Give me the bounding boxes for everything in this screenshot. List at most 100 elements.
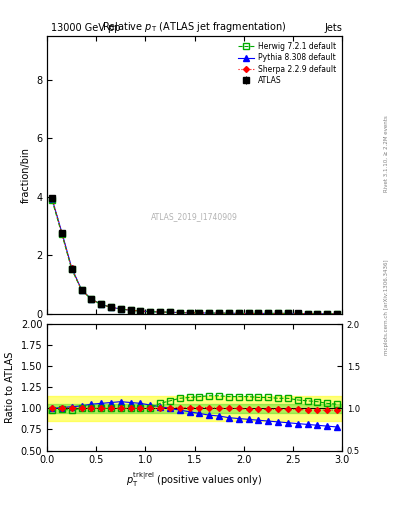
Pythia 8.308 default bbox=[119, 306, 123, 312]
Pythia 8.308 default bbox=[50, 196, 54, 202]
Herwig 7.2.1 default bbox=[305, 311, 310, 317]
Sherpa 2.2.9 default bbox=[276, 310, 281, 316]
Pythia 8.308 default bbox=[266, 310, 270, 316]
Herwig 7.2.1 default bbox=[335, 311, 340, 317]
Pythia 8.308 default bbox=[108, 304, 114, 310]
Sherpa 2.2.9 default bbox=[315, 311, 320, 317]
Sherpa 2.2.9 default bbox=[108, 304, 114, 310]
Pythia 8.308 default bbox=[207, 310, 211, 316]
Pythia 8.308 default bbox=[178, 309, 182, 315]
Herwig 7.2.1 default bbox=[99, 301, 104, 307]
Herwig 7.2.1 default bbox=[168, 309, 173, 315]
Sherpa 2.2.9 default bbox=[296, 310, 300, 316]
Herwig 7.2.1 default bbox=[60, 231, 64, 238]
Pythia 8.308 default bbox=[187, 310, 192, 316]
Sherpa 2.2.9 default bbox=[60, 230, 64, 237]
Sherpa 2.2.9 default bbox=[158, 309, 163, 315]
Text: ATLAS_2019_I1740909: ATLAS_2019_I1740909 bbox=[151, 212, 238, 221]
Herwig 7.2.1 default bbox=[285, 310, 290, 316]
X-axis label: $p_{\mathrm{T}}^{\mathrm{trk}|\mathrm{rel}}$ (positive values only): $p_{\mathrm{T}}^{\mathrm{trk}|\mathrm{re… bbox=[127, 471, 263, 489]
Sherpa 2.2.9 default bbox=[266, 310, 270, 316]
Pythia 8.308 default bbox=[305, 311, 310, 317]
Text: 13000 GeV pp: 13000 GeV pp bbox=[51, 23, 121, 33]
Pythia 8.308 default bbox=[168, 309, 173, 315]
Pythia 8.308 default bbox=[325, 311, 330, 317]
Sherpa 2.2.9 default bbox=[178, 309, 182, 315]
Sherpa 2.2.9 default bbox=[325, 311, 330, 317]
Pythia 8.308 default bbox=[197, 310, 202, 316]
Pythia 8.308 default bbox=[335, 311, 340, 317]
Pythia 8.308 default bbox=[148, 309, 152, 315]
Sherpa 2.2.9 default bbox=[148, 309, 152, 315]
Sherpa 2.2.9 default bbox=[256, 310, 261, 316]
Sherpa 2.2.9 default bbox=[207, 310, 211, 316]
Sherpa 2.2.9 default bbox=[99, 301, 104, 307]
Herwig 7.2.1 default bbox=[69, 266, 74, 272]
Sherpa 2.2.9 default bbox=[187, 310, 192, 316]
Title: Relative $p_{\mathrm{T}}$ (ATLAS jet fragmentation): Relative $p_{\mathrm{T}}$ (ATLAS jet fra… bbox=[102, 20, 287, 34]
Sherpa 2.2.9 default bbox=[246, 310, 251, 316]
Sherpa 2.2.9 default bbox=[168, 309, 173, 315]
Pythia 8.308 default bbox=[129, 307, 133, 313]
Pythia 8.308 default bbox=[69, 265, 74, 271]
Sherpa 2.2.9 default bbox=[285, 310, 290, 316]
Y-axis label: Ratio to ATLAS: Ratio to ATLAS bbox=[5, 352, 15, 423]
Herwig 7.2.1 default bbox=[266, 310, 270, 316]
Herwig 7.2.1 default bbox=[108, 304, 114, 310]
Sherpa 2.2.9 default bbox=[119, 306, 123, 312]
Pythia 8.308 default bbox=[296, 310, 300, 316]
Pythia 8.308 default bbox=[138, 308, 143, 314]
Sherpa 2.2.9 default bbox=[217, 310, 222, 316]
Herwig 7.2.1 default bbox=[119, 306, 123, 312]
Pythia 8.308 default bbox=[89, 296, 94, 302]
Text: Rivet 3.1.10, ≥ 2.2M events: Rivet 3.1.10, ≥ 2.2M events bbox=[384, 115, 389, 192]
Sherpa 2.2.9 default bbox=[50, 195, 54, 201]
Pythia 8.308 default bbox=[246, 310, 251, 316]
Sherpa 2.2.9 default bbox=[69, 265, 74, 271]
Bar bbox=[47, 404, 342, 413]
Herwig 7.2.1 default bbox=[256, 310, 261, 316]
Pythia 8.308 default bbox=[79, 287, 84, 293]
Sherpa 2.2.9 default bbox=[305, 311, 310, 317]
Pythia 8.308 default bbox=[158, 309, 163, 315]
Line: Pythia 8.308 default: Pythia 8.308 default bbox=[49, 196, 340, 316]
Sherpa 2.2.9 default bbox=[237, 310, 241, 316]
Text: mcplots.cern.ch [arXiv:1306.3436]: mcplots.cern.ch [arXiv:1306.3436] bbox=[384, 260, 389, 355]
Pythia 8.308 default bbox=[237, 310, 241, 316]
Herwig 7.2.1 default bbox=[79, 287, 84, 293]
Herwig 7.2.1 default bbox=[148, 309, 152, 315]
Pythia 8.308 default bbox=[315, 311, 320, 317]
Herwig 7.2.1 default bbox=[217, 310, 222, 316]
Pythia 8.308 default bbox=[60, 229, 64, 236]
Text: Jets: Jets bbox=[324, 23, 342, 33]
Legend: Herwig 7.2.1 default, Pythia 8.308 default, Sherpa 2.2.9 default, ATLAS: Herwig 7.2.1 default, Pythia 8.308 defau… bbox=[236, 39, 338, 87]
Herwig 7.2.1 default bbox=[315, 311, 320, 317]
Pythia 8.308 default bbox=[256, 310, 261, 316]
Herwig 7.2.1 default bbox=[89, 296, 94, 303]
Herwig 7.2.1 default bbox=[325, 311, 330, 317]
Y-axis label: fraction/bin: fraction/bin bbox=[20, 147, 31, 203]
Herwig 7.2.1 default bbox=[138, 308, 143, 314]
Herwig 7.2.1 default bbox=[276, 310, 281, 316]
Sherpa 2.2.9 default bbox=[138, 308, 143, 314]
Sherpa 2.2.9 default bbox=[197, 310, 202, 316]
Herwig 7.2.1 default bbox=[207, 310, 211, 316]
Herwig 7.2.1 default bbox=[237, 310, 241, 316]
Herwig 7.2.1 default bbox=[50, 197, 54, 203]
Herwig 7.2.1 default bbox=[296, 311, 300, 317]
Bar bbox=[47, 396, 342, 421]
Herwig 7.2.1 default bbox=[227, 310, 231, 316]
Pythia 8.308 default bbox=[99, 301, 104, 307]
Sherpa 2.2.9 default bbox=[89, 296, 94, 303]
Pythia 8.308 default bbox=[217, 310, 222, 316]
Herwig 7.2.1 default bbox=[129, 307, 133, 313]
Line: Sherpa 2.2.9 default: Sherpa 2.2.9 default bbox=[50, 196, 339, 316]
Herwig 7.2.1 default bbox=[178, 309, 182, 315]
Sherpa 2.2.9 default bbox=[79, 287, 84, 293]
Pythia 8.308 default bbox=[227, 310, 231, 316]
Sherpa 2.2.9 default bbox=[129, 307, 133, 313]
Sherpa 2.2.9 default bbox=[335, 311, 340, 317]
Sherpa 2.2.9 default bbox=[227, 310, 231, 316]
Herwig 7.2.1 default bbox=[158, 309, 163, 315]
Herwig 7.2.1 default bbox=[187, 310, 192, 316]
